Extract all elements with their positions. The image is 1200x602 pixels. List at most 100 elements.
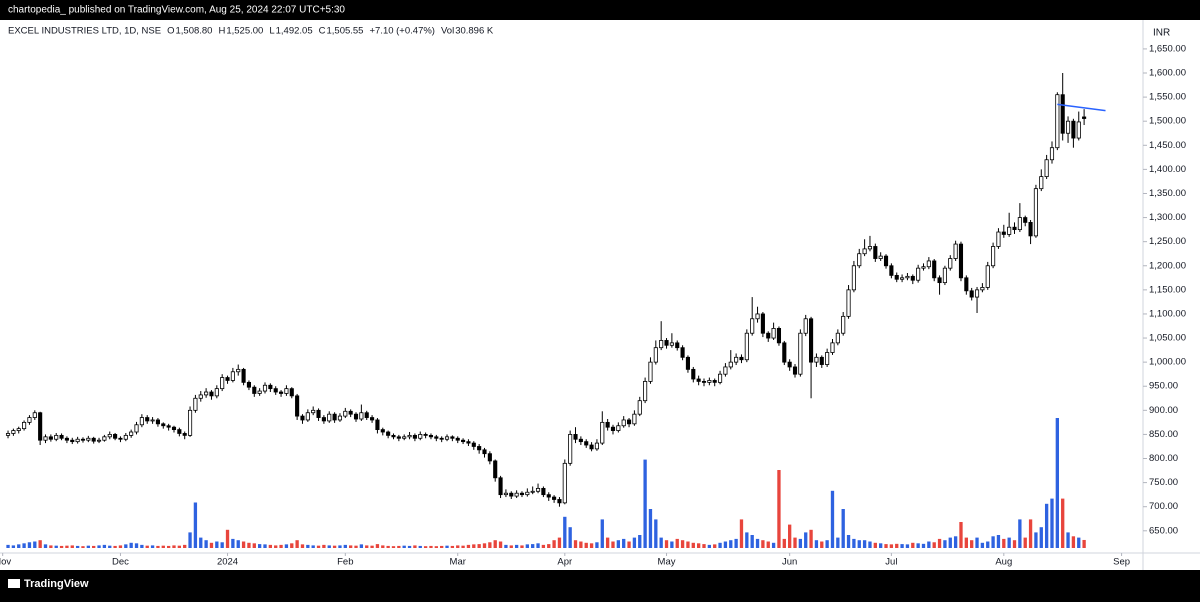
candle-body [198, 394, 203, 399]
legend-key: H [218, 26, 225, 37]
volume-bar [830, 490, 835, 548]
candle-body [75, 438, 80, 443]
brand-logo [8, 579, 20, 588]
candle-body [1017, 217, 1022, 231]
volume-bar [702, 544, 706, 548]
volume-bar [215, 541, 219, 548]
volume-bar [86, 545, 90, 548]
volume-bar [450, 545, 455, 548]
candle-body [498, 477, 503, 496]
legend-value: 1,525.00 [226, 26, 263, 37]
y-tick-label: 1,100.00 [1149, 308, 1186, 319]
candle-body [691, 368, 696, 380]
volume-bar [627, 541, 631, 548]
volume-bar [498, 541, 503, 548]
candle-body [932, 260, 937, 279]
candle-body [916, 267, 921, 281]
candle-body [348, 410, 353, 415]
candle-body [471, 442, 476, 447]
candle-body [814, 356, 819, 363]
candle-body [134, 424, 139, 433]
volume-bar [11, 545, 16, 548]
candle-body [718, 373, 723, 383]
candle-body [455, 437, 460, 441]
volume-bar [1061, 498, 1065, 548]
candle-body [1023, 217, 1028, 223]
volume-bar [750, 535, 754, 548]
legend-key: C [319, 26, 326, 37]
candle-body [257, 390, 262, 394]
volume-bar [857, 540, 861, 548]
volume-bar [402, 545, 406, 548]
volume-bar [316, 545, 321, 548]
volume-bar [734, 538, 738, 548]
volume-bar [975, 537, 979, 548]
candle-body [332, 413, 337, 421]
volume-bar [959, 522, 963, 548]
volume-bar [632, 537, 637, 548]
volume-bar [49, 545, 53, 548]
candle-body [241, 368, 246, 383]
y-tick-label: 1,600.00 [1149, 68, 1186, 79]
candle-body [953, 243, 958, 259]
volume-bar [852, 538, 856, 548]
volume-bar [129, 542, 133, 548]
volume-bar [948, 537, 952, 548]
plot [5, 73, 1106, 548]
volume-bar [177, 545, 182, 548]
volume-bar [911, 542, 915, 548]
candle-body [723, 366, 728, 375]
volume-bar [605, 537, 610, 548]
x-tick-label: Apr [557, 557, 572, 568]
candle-body [396, 436, 401, 439]
volume-bar [274, 545, 278, 548]
volume-bar [33, 541, 37, 548]
y-tick-label: 900.00 [1149, 405, 1178, 416]
candle-body [305, 412, 310, 421]
volume-bar [359, 544, 364, 548]
candle-body [370, 417, 375, 421]
candle-body [444, 436, 450, 440]
candle-body [830, 342, 835, 353]
volume-bar [745, 532, 749, 548]
volume-bar [991, 536, 995, 548]
volume-bar [6, 544, 10, 548]
volume-bar [868, 541, 872, 548]
y-tick-label: 1,450.00 [1149, 140, 1186, 151]
volume-bar [611, 541, 615, 548]
candle-body [145, 417, 150, 422]
candle-body [851, 265, 856, 291]
volume-bar [70, 545, 74, 548]
volume-bar [156, 545, 160, 548]
y-tick-label: 800.00 [1149, 453, 1178, 464]
volume-bar [81, 546, 85, 548]
candle-body [707, 380, 712, 383]
candle-body [948, 258, 953, 269]
volume-bar [798, 538, 803, 548]
y-tick-label: 1,150.00 [1149, 284, 1186, 295]
candle-body [150, 419, 155, 422]
volume-bar [504, 544, 508, 548]
x-tick-label: Sep [1113, 557, 1130, 568]
candle-body [177, 429, 182, 434]
candle-body [284, 388, 289, 394]
y-tick-label: 850.00 [1149, 429, 1178, 440]
candle-body [204, 391, 209, 396]
x-tick-label: 2024 [217, 557, 238, 568]
candle-body [182, 433, 187, 436]
candle-body [873, 246, 878, 259]
candle-body [675, 342, 680, 349]
volume-bar [354, 545, 358, 548]
candle-body [648, 361, 653, 382]
candle-body [637, 400, 642, 415]
candle-body [867, 246, 873, 250]
volume-bar [900, 544, 904, 548]
volume-bar [846, 535, 851, 548]
volume-bar [670, 541, 674, 548]
candle-body [573, 434, 578, 440]
volume-bar [509, 545, 513, 548]
candle-body [578, 438, 583, 443]
candle-body [1012, 226, 1017, 231]
volume-bar [638, 535, 642, 548]
volume-bar [225, 529, 230, 548]
